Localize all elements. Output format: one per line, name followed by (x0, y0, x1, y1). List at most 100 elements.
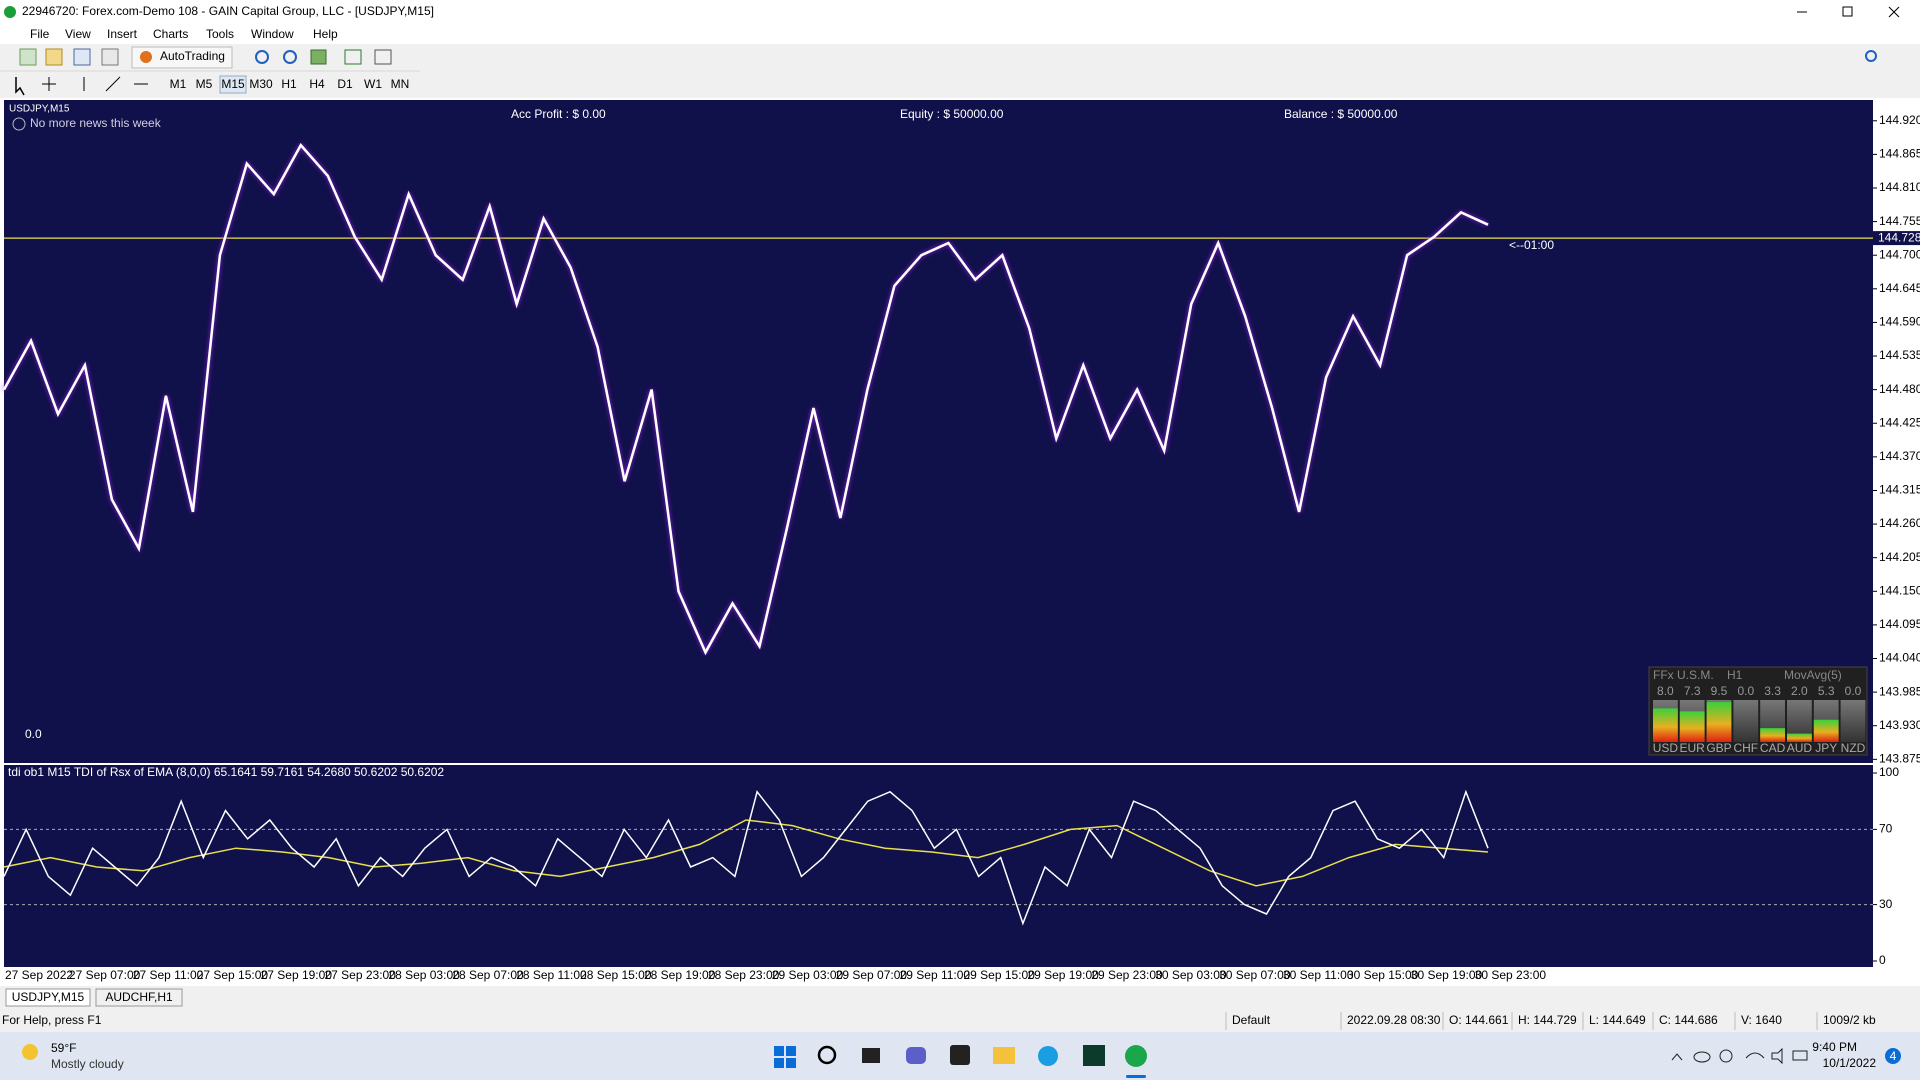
meter-label: AUD (1787, 741, 1813, 755)
chart-shift[interactable] (344, 49, 362, 65)
indicator-axis (1873, 765, 1920, 967)
notion-app[interactable] (950, 1045, 970, 1065)
new-chart[interactable] (19, 48, 37, 66)
market-watch[interactable] (73, 48, 91, 66)
price-tick-label: 144.315 (1879, 483, 1920, 497)
window-controls[interactable] (1797, 6, 1900, 18)
time-label: 30 Sep 23:00 (1475, 968, 1547, 982)
acc-profit: Acc Profit : $ 0.00 (511, 107, 606, 121)
chart-tab-label: USDJPY,M15 (12, 990, 85, 1004)
meter-bar (1679, 711, 1705, 742)
zoom-out[interactable] (283, 50, 297, 64)
restore[interactable] (1842, 6, 1853, 17)
timeframe-button[interactable]: M30 (249, 77, 273, 91)
navigator[interactable] (101, 48, 119, 66)
profiles[interactable] (45, 48, 63, 66)
meter-value: 0.0 (1737, 684, 1754, 698)
menu-item[interactable]: Help (313, 27, 338, 41)
autotrading-button[interactable] (131, 46, 233, 69)
price-tick-label: 143.985 (1879, 684, 1920, 698)
price-tick-label: 143.930 (1879, 718, 1920, 732)
zoom-in[interactable] (255, 50, 269, 64)
meter-value: 9.5 (1711, 684, 1728, 698)
meter-value: 7.3 (1684, 684, 1701, 698)
time-label: 30 Sep 03:00 (1155, 968, 1227, 982)
timeframe-button[interactable]: W1 (364, 77, 382, 91)
meter-value: 5.3 (1818, 684, 1835, 698)
chat-app[interactable] (906, 1047, 926, 1064)
price-tick-label: 144.095 (1879, 617, 1920, 631)
meter-value: 8.0 (1657, 684, 1674, 698)
menu-bar (0, 27, 1920, 44)
timeframe-button[interactable]: H4 (309, 77, 325, 91)
timeframe-bar: M1 M5 M15 M30 H1 H4 D1 W1 MN (170, 75, 410, 94)
timeframe-button[interactable]: D1 (337, 77, 353, 91)
timeframe-button[interactable]: M1 (170, 77, 187, 91)
status-high: H: 144.729 (1518, 1013, 1577, 1027)
notification-badge[interactable] (1885, 1048, 1901, 1064)
timeframe-button[interactable]: M5 (196, 77, 213, 91)
meter-bar (1813, 719, 1839, 742)
meter-bar (1760, 728, 1785, 742)
auto-scroll[interactable] (374, 49, 392, 65)
indicator-line (3, 789, 1489, 926)
time-label: 27 Sep 23:00 (325, 968, 397, 982)
start-button[interactable] (774, 1046, 796, 1068)
price-tick-label: 144.645 (1879, 281, 1920, 295)
edge-app[interactable] (1038, 1046, 1058, 1066)
search[interactable] (1865, 50, 1877, 62)
time-label: 29 Sep 11:00 (900, 968, 971, 982)
meter-value: 3.3 (1764, 684, 1781, 698)
price-tick-label: 144.590 (1879, 315, 1920, 329)
menu-item[interactable]: Window (251, 27, 294, 41)
meter-value: 2.0 (1791, 684, 1808, 698)
toolbar-icons: AutoTrading (15, 46, 1877, 96)
time-label: 27 Sep 07:00 (69, 968, 141, 982)
price-tick-label: 144.920 (1879, 113, 1920, 127)
chart-tab[interactable] (95, 988, 183, 1007)
tile-windows[interactable] (310, 49, 327, 65)
tabs: USDJPY,M15 AUDCHF,H1 (5, 988, 183, 1007)
active-indicator (1126, 1075, 1146, 1078)
meter-label: JPY (1815, 741, 1837, 755)
time-label: 30 Sep 19:00 (1411, 968, 1483, 982)
task-view[interactable] (862, 1048, 880, 1063)
volume[interactable] (1771, 1047, 1783, 1065)
menu-item[interactable]: Tools (206, 27, 234, 41)
close[interactable] (1888, 6, 1900, 18)
explorer-app[interactable] (993, 1047, 1015, 1064)
time-label: 28 Sep 07:00 (452, 968, 524, 982)
metatrader-app[interactable] (1125, 1045, 1147, 1067)
time-label: 30 Sep 15:00 (1347, 968, 1419, 982)
trendline-tool[interactable] (105, 76, 121, 92)
menu-item[interactable]: Insert (107, 27, 138, 41)
temperature: 59°F (51, 1041, 76, 1055)
time-label: 27 Sep 2022 (5, 968, 73, 982)
chart-tab-label: AUDCHF,H1 (105, 990, 173, 1004)
wifi[interactable] (1745, 1052, 1765, 1059)
price-tick-label: 144.700 (1879, 247, 1920, 261)
chart-tab[interactable] (5, 988, 91, 1007)
sync[interactable] (1719, 1049, 1733, 1063)
menu-item[interactable]: File (30, 27, 50, 41)
terminal-app[interactable] (1083, 1045, 1105, 1066)
meter-label: GBP (1706, 741, 1731, 755)
price-tick-label: 144.425 (1879, 415, 1920, 429)
price-tick-label: 144.810 (1879, 180, 1920, 194)
cursor-tool[interactable] (15, 77, 25, 96)
battery[interactable] (1792, 1050, 1808, 1061)
onedrive[interactable] (1693, 1051, 1711, 1063)
crosshair-tool[interactable] (42, 77, 56, 91)
autotrading-label: AutoTrading (160, 49, 225, 63)
menu-item[interactable]: Charts (153, 27, 188, 41)
timeframe-button[interactable]: H1 (281, 77, 297, 91)
timeframe-button[interactable]: MN (391, 77, 410, 91)
menu-item[interactable]: View (65, 27, 91, 41)
weather: Mostly cloudy (51, 1057, 124, 1071)
timeframe-button[interactable]: M15 (221, 77, 245, 91)
current-price-label: 144.728 (1878, 230, 1920, 244)
search-button[interactable] (817, 1045, 837, 1065)
tray-overflow[interactable] (1671, 1053, 1683, 1061)
status-datetime: 2022.09.28 08:30 (1347, 1013, 1441, 1027)
clock-date: 10/1/2022 (1823, 1056, 1877, 1070)
